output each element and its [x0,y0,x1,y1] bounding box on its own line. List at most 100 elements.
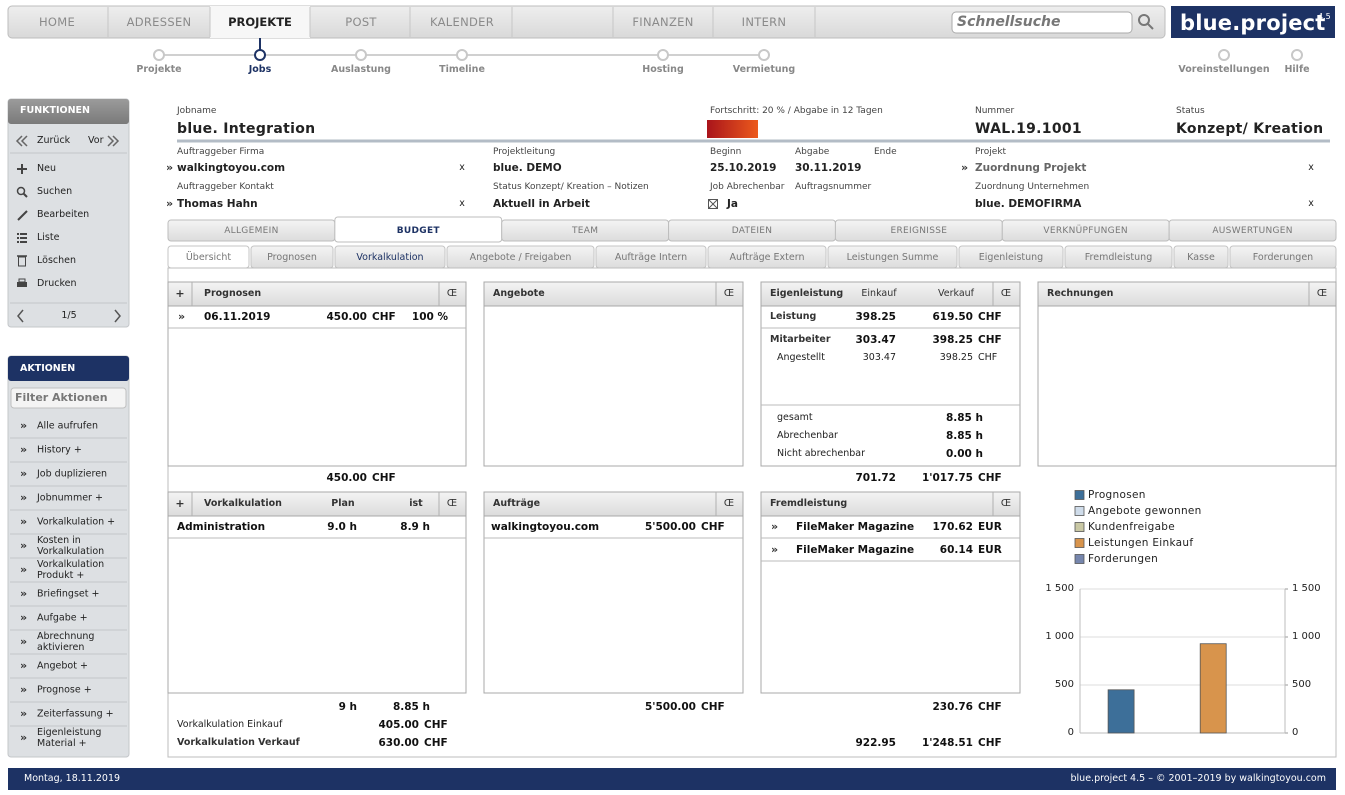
subtab-label[interactable]: Aufträge Intern [615,252,687,264]
action-item[interactable]: Vorkalkulation Produkt + [37,559,125,581]
field-value[interactable]: blue. DEMO [493,162,562,174]
link-arrow[interactable]: » [961,162,968,174]
nav-item[interactable]: PROJEKTE [228,16,292,28]
subtab-label[interactable]: Eigenleistung [979,252,1043,264]
subnav-item[interactable]: Timeline [439,64,485,76]
menu-button[interactable]: Œ [1001,288,1011,300]
forward-button[interactable]: Vor [88,135,103,147]
filter-input[interactable]: Filter Aktionen [15,392,108,404]
nav-item[interactable]: HOME [39,16,75,28]
field-value[interactable]: blue. DEMOFIRMA [975,198,1081,210]
function-item[interactable]: Drucken [37,278,77,290]
subtab-label[interactable]: Kasse [1187,252,1215,264]
row-arrow[interactable]: » [771,521,778,533]
nav-item[interactable]: INTERN [742,16,787,28]
action-item[interactable]: Alle aufrufen [37,421,125,432]
subtab-label[interactable]: Fremdleistung [1085,252,1152,264]
subtab-label[interactable]: Forderungen [1253,252,1313,264]
field-value[interactable]: Thomas Hahn [177,198,258,210]
action-item[interactable]: Aufgabe + [37,613,125,624]
action-item[interactable]: Job duplizieren [37,469,125,480]
field-label: Fortschritt: 20 % / Abgabe in 12 Tagen [710,105,883,117]
field-value[interactable]: 30.11.2019 [795,162,861,174]
action-item[interactable]: Jobnummer + [37,493,125,504]
back-button[interactable]: Zurück [37,135,70,147]
subnav-item[interactable]: Vermietung [733,64,795,76]
menu-button[interactable]: Œ [1317,288,1327,300]
menu-button[interactable]: Œ [447,288,457,300]
subnav-item[interactable]: Hilfe [1284,64,1309,76]
subnav-item[interactable]: Jobs [249,64,272,76]
action-item[interactable]: Prognose + [37,685,125,696]
panel-title: FUNKTIONEN [20,105,90,117]
search-input[interactable]: Schnellsuche [957,16,1060,28]
function-item[interactable]: Liste [37,232,59,244]
subtab-label[interactable]: Leistungen Summe [847,252,939,264]
menu-button[interactable]: Œ [724,498,734,510]
field-value[interactable]: WAL.19.1001 [975,123,1082,135]
action-item[interactable]: Vorkalkulation + [37,517,125,528]
clear-button[interactable]: x [1308,162,1314,174]
action-item[interactable]: Zeiterfassung + [37,709,125,720]
field-value[interactable]: 25.10.2019 [710,162,776,174]
row-arrow[interactable]: » [771,544,778,556]
tab-label[interactable]: EREIGNISSE [890,225,947,237]
tab-label[interactable]: BUDGET [397,225,440,237]
subnav-item[interactable]: Hosting [642,64,684,76]
action-item[interactable]: Kosten in Vorkalkulation [37,535,125,557]
subnav-item[interactable]: Projekte [136,64,181,76]
link-arrow[interactable]: » [166,162,173,174]
nav-item[interactable]: KALENDER [430,16,494,28]
nav-item[interactable]: ADRESSEN [127,16,192,28]
tab-label[interactable]: AUSWERTUNGEN [1212,225,1292,237]
action-arrow: » [20,564,27,576]
action-item[interactable]: Abrechnung aktivieren [37,631,125,653]
field-value[interactable]: Konzept/ Kreation [1176,123,1323,135]
action-item[interactable]: Angebot + [37,661,125,672]
row-arrow[interactable]: » [178,311,185,323]
cell: Angestellt [777,352,825,364]
tab-label[interactable]: DATEIEN [732,225,773,237]
subnav-dot [759,50,769,60]
function-item[interactable]: Löschen [37,255,76,267]
subtab-label[interactable]: Vorkalkulation [356,252,423,264]
field-value[interactable]: blue. Integration [177,123,315,135]
clear-button[interactable]: x [459,162,465,174]
function-item[interactable]: Suchen [37,186,72,198]
subtab-label[interactable]: Angebote / Freigaben [470,252,572,264]
function-item[interactable]: Neu [37,163,56,175]
cell: CHF [978,311,1002,323]
menu-button[interactable]: Œ [447,498,457,510]
tab-label[interactable]: ALLGEMEIN [224,225,278,237]
legend-label: Angebote gewonnen [1088,505,1202,517]
add-button[interactable]: + [175,288,184,300]
field-value[interactable]: walkingtoyou.com [177,162,285,174]
nav-item[interactable]: FINANZEN [632,16,693,28]
add-button[interactable]: + [175,498,184,510]
cell: 303.47 [863,352,896,364]
nav-item[interactable]: POST [345,16,377,28]
action-item[interactable]: Eigenleistung Material + [37,727,125,749]
subtab-label[interactable]: Übersicht [186,252,231,264]
clear-button[interactable]: x [459,198,465,210]
action-item[interactable]: History + [37,445,125,456]
action-item[interactable]: Briefingset + [37,589,125,600]
legend-label: Prognosen [1088,489,1146,501]
subnav-dot [154,50,164,60]
field-value[interactable]: Ja [727,198,738,210]
clear-button[interactable]: x [1308,198,1314,210]
tab-label[interactable]: VERKNÜPFUNGEN [1043,225,1128,237]
subtab-label[interactable]: Aufträge Extern [730,252,805,264]
function-item[interactable]: Bearbeiten [37,209,89,221]
field-value[interactable]: Aktuell in Arbeit [493,198,590,210]
menu-button[interactable]: Œ [724,288,734,300]
subnav-item[interactable]: Voreinstellungen [1178,64,1269,76]
field-value[interactable]: Zuordnung Projekt [975,162,1086,174]
field-label: Abgabe [795,146,829,158]
subtab-label[interactable]: Prognosen [267,252,317,264]
link-arrow[interactable]: » [166,198,173,210]
tab-label[interactable]: TEAM [572,225,598,237]
menu-button[interactable]: Œ [1001,498,1011,510]
cell: 619.50 [932,311,973,323]
subnav-item[interactable]: Auslastung [331,64,391,76]
